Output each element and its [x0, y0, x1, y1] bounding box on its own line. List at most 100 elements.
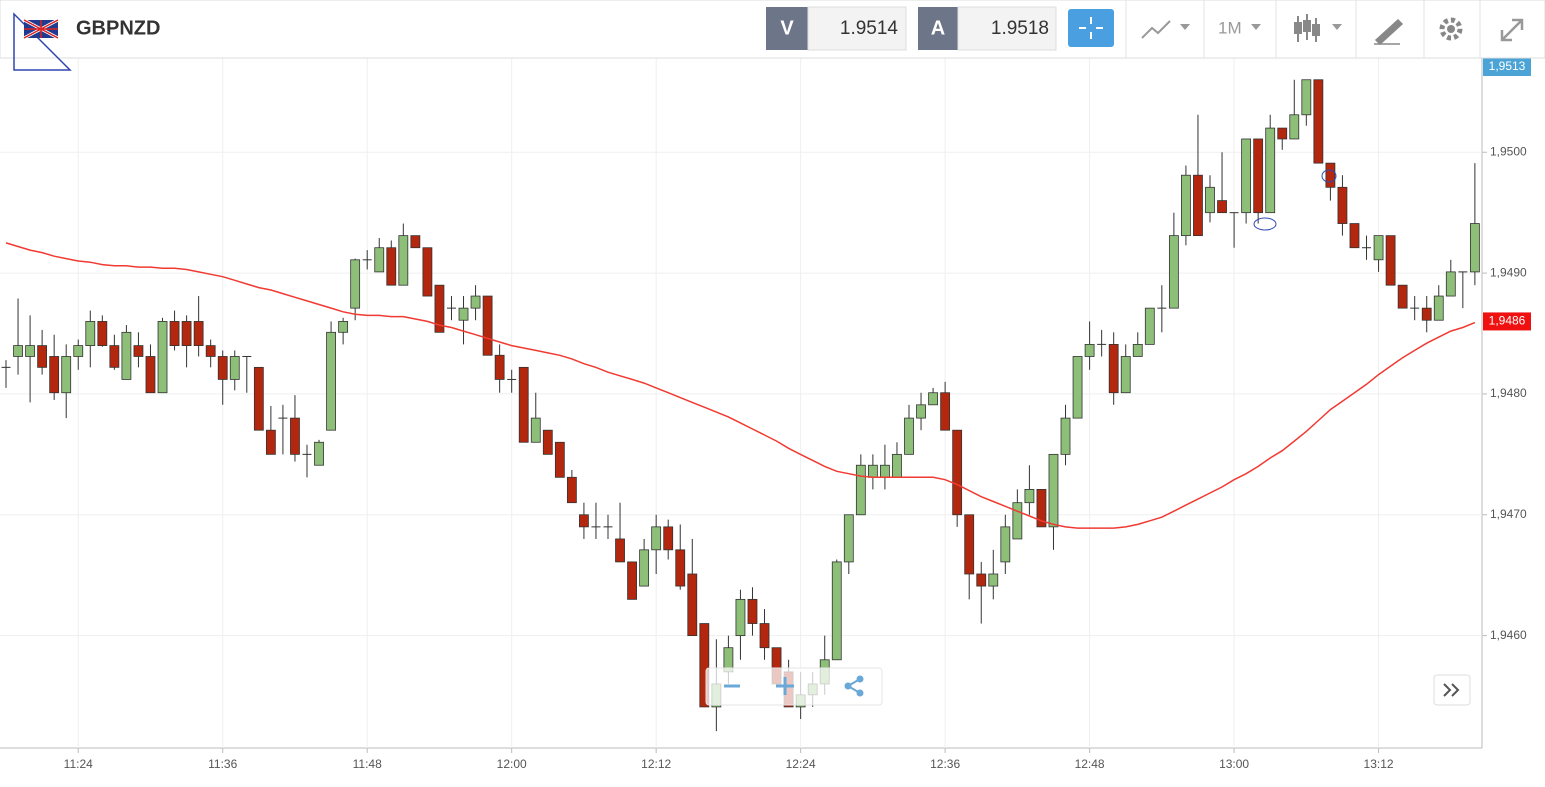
x-tick-label: 12:48 — [1075, 757, 1105, 771]
zoom-in[interactable] — [776, 677, 794, 695]
candle-body — [1301, 79, 1312, 116]
candle-body — [398, 235, 409, 286]
candle-body — [109, 345, 120, 368]
candle-body — [518, 366, 529, 443]
candle-body — [386, 247, 397, 286]
candle-body — [73, 345, 84, 357]
candle-body — [1289, 114, 1300, 140]
plot-area: 1,9460 1,9470 1,9480 1,9490 1,9500 11:24 11:36… — [0, 58, 1531, 771]
fullscreen-icon[interactable] — [1500, 18, 1524, 42]
candle-body — [1012, 502, 1023, 540]
candle-body — [627, 561, 637, 600]
header: GBPNZD V 1.9514 A 1.9518 1M — [0, 0, 1545, 71]
candle-body — [1181, 174, 1191, 237]
candle-body — [470, 295, 481, 309]
candle-body — [290, 417, 300, 455]
x-tick-label: 12:24 — [786, 757, 816, 771]
price-tag — [1483, 58, 1531, 76]
candle-body — [410, 235, 421, 249]
bid-button[interactable] — [766, 7, 808, 50]
timeframe[interactable]: 1M — [1218, 18, 1242, 37]
candle-body — [326, 331, 336, 431]
candle-body — [843, 514, 854, 563]
candle-body — [217, 356, 228, 380]
candle-body — [1024, 489, 1035, 504]
y-tick-label: 1,9500 — [1490, 144, 1527, 158]
draw-icon[interactable] — [1374, 18, 1404, 46]
ask-box — [957, 6, 1057, 51]
candle-body — [651, 526, 662, 551]
candle-body — [928, 392, 938, 406]
candle-body — [1060, 417, 1071, 455]
candle-body — [904, 417, 914, 455]
candle-body — [1325, 162, 1336, 188]
candle-body — [1385, 235, 1396, 286]
ask-button[interactable] — [918, 7, 958, 50]
candle-body — [85, 321, 96, 347]
candle-body — [867, 464, 878, 478]
candle-body — [892, 453, 902, 478]
candle-body — [61, 356, 72, 394]
candle-body — [675, 549, 686, 587]
y-tick-label: 1,9470 — [1490, 507, 1527, 521]
crosshair-button[interactable] — [1068, 9, 1114, 47]
candle-body — [338, 321, 349, 333]
candle-body — [615, 538, 625, 563]
candle-body — [759, 623, 770, 649]
candle-body — [1373, 235, 1384, 261]
x-tick-label: 12:12 — [641, 757, 671, 771]
candle-body — [1241, 138, 1252, 214]
x-tick-label: 11:48 — [353, 757, 382, 771]
candle-body — [1217, 200, 1227, 214]
crosshair-icon — [1079, 17, 1103, 39]
corner-mark — [13, 12, 72, 71]
dropdown-arrow — [1251, 24, 1261, 30]
candle-icon-body — [1312, 24, 1320, 36]
ask-label: A — [931, 17, 945, 39]
candle-body — [121, 331, 132, 380]
candle-body — [1048, 453, 1059, 528]
candle-body — [133, 345, 144, 357]
settings-icon[interactable] — [1439, 17, 1463, 41]
candle-body — [97, 321, 108, 347]
candle-body — [1421, 307, 1432, 321]
chart-type-icon[interactable] — [1141, 20, 1171, 39]
candle-body — [952, 429, 963, 516]
candle-body — [988, 573, 999, 587]
candle-body — [554, 441, 565, 478]
x-tick-label: 12:00 — [497, 757, 527, 771]
candle-body — [1084, 343, 1095, 357]
share-dot — [856, 675, 864, 683]
flag-cross-red — [23, 19, 59, 39]
candle-body — [735, 598, 746, 637]
bid-price: 1.9514 — [840, 18, 899, 39]
candle-body — [169, 321, 180, 347]
x-tick-label: 12:36 — [930, 757, 960, 771]
candle-body — [855, 464, 866, 516]
candle-body — [265, 429, 276, 455]
candle-body — [1277, 127, 1288, 140]
candle-body — [314, 441, 324, 466]
scroll-end-button[interactable] — [1433, 674, 1471, 706]
candle-body — [639, 549, 650, 587]
candle-body — [916, 404, 926, 419]
x-tick-label: 11:24 — [64, 757, 93, 771]
header-separators — [1125, 0, 1481, 58]
candle-body — [229, 356, 240, 380]
candle-body — [687, 573, 698, 637]
candle-body — [1144, 307, 1155, 345]
candle-body — [940, 392, 951, 431]
ma-tag-label: 1,9486 — [1489, 314, 1526, 328]
candle-body — [458, 307, 469, 321]
candle-body — [1265, 127, 1276, 214]
candle-body — [193, 321, 204, 347]
candle-body — [1313, 79, 1324, 164]
candle-body — [1469, 223, 1480, 273]
y-tick-label: 1,9460 — [1490, 628, 1527, 642]
share-dot — [856, 689, 864, 697]
candle-body — [964, 514, 975, 575]
candle-body — [49, 356, 60, 394]
candle-body — [1072, 356, 1083, 419]
ma-tag — [1483, 312, 1531, 331]
